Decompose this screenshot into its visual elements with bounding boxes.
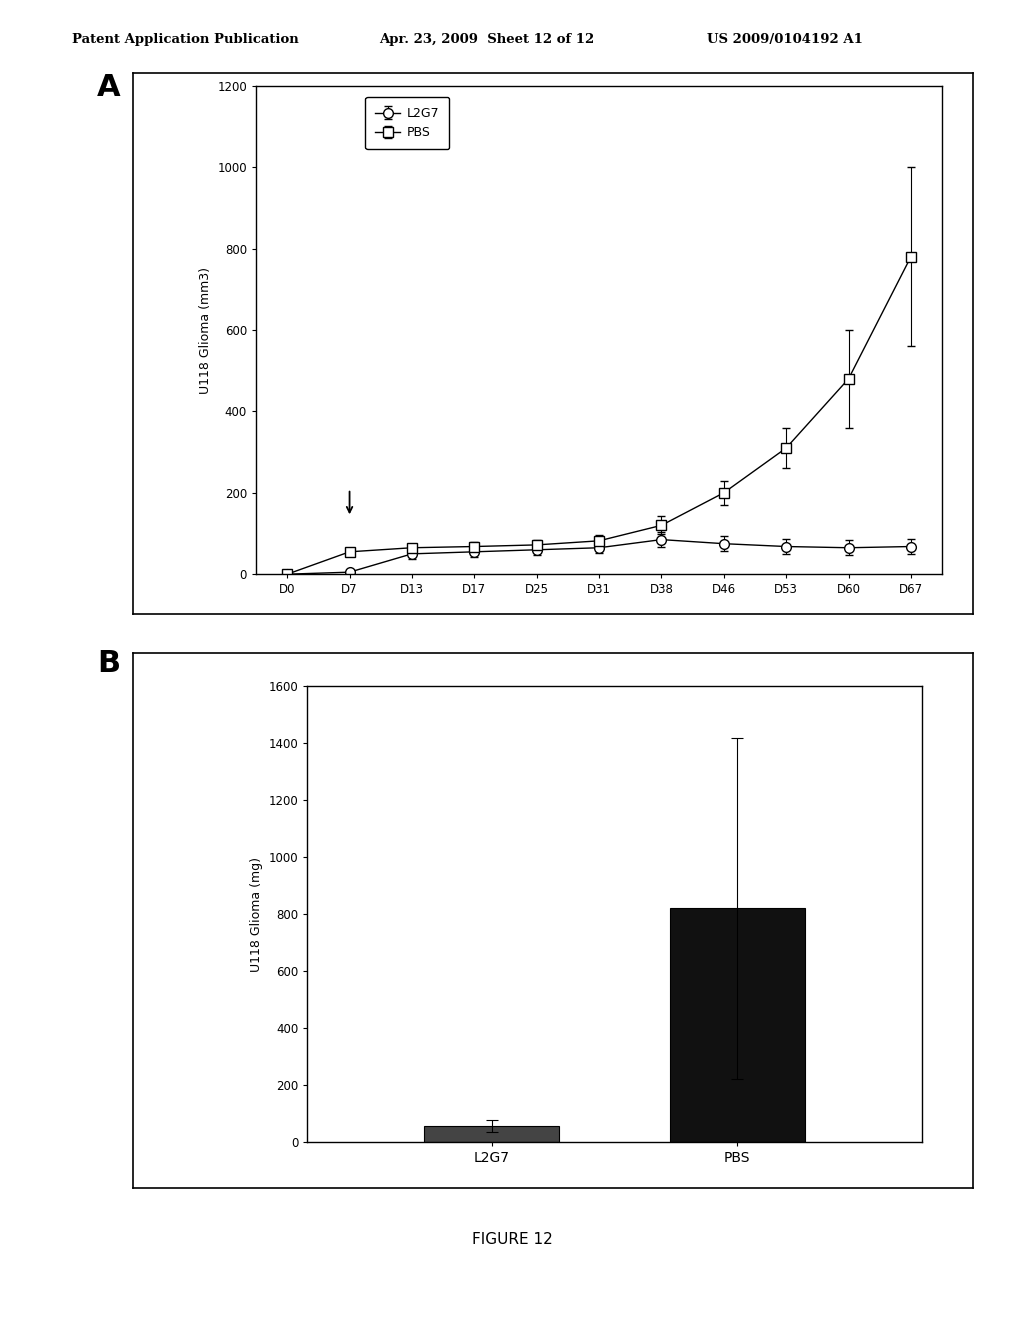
Y-axis label: U118 Glioma (mm3): U118 Glioma (mm3) (199, 267, 212, 393)
Text: US 2009/0104192 A1: US 2009/0104192 A1 (707, 33, 862, 46)
Text: B: B (97, 649, 121, 678)
Text: Apr. 23, 2009  Sheet 12 of 12: Apr. 23, 2009 Sheet 12 of 12 (379, 33, 594, 46)
Legend: L2G7, PBS: L2G7, PBS (366, 96, 450, 149)
Bar (670, 908, 805, 1142)
Text: Patent Application Publication: Patent Application Publication (72, 33, 298, 46)
Y-axis label: U118 Glioma (mg): U118 Glioma (mg) (250, 857, 263, 972)
Bar (424, 1126, 559, 1142)
Text: FIGURE 12: FIGURE 12 (472, 1233, 552, 1247)
Text: A: A (97, 73, 121, 102)
